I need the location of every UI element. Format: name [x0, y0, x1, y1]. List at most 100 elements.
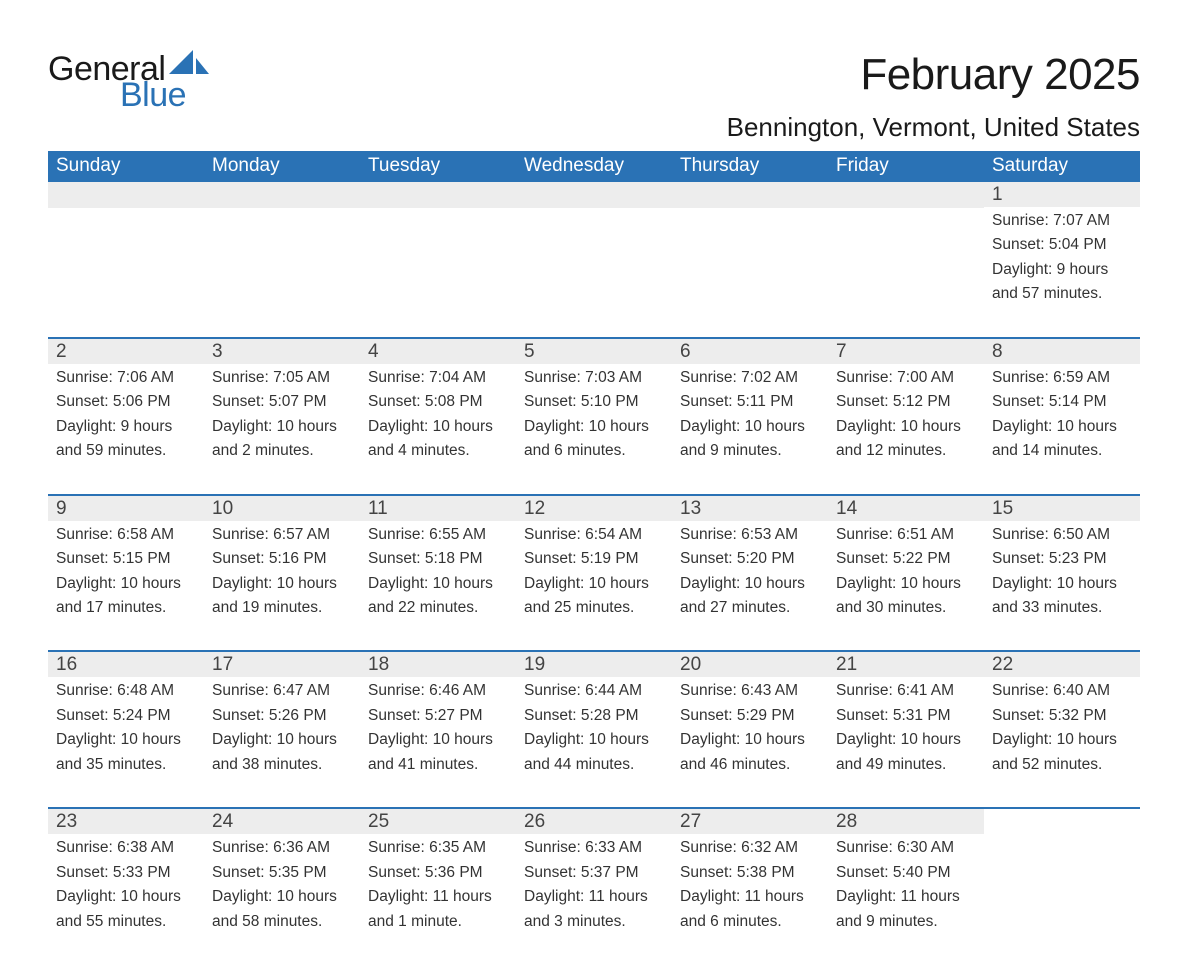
daylight-text: and 9 minutes.	[680, 441, 820, 461]
day-number	[672, 182, 828, 208]
sunrise-text: Sunrise: 6:41 AM	[836, 681, 976, 701]
day-cell: 3Sunrise: 7:05 AMSunset: 5:07 PMDaylight…	[204, 339, 360, 468]
daylight-text: Daylight: 10 hours	[836, 417, 976, 437]
day-number: 25	[360, 809, 516, 834]
day-number: 5	[516, 339, 672, 364]
weekday-label: Thursday	[672, 151, 828, 182]
daylight-text: and 4 minutes.	[368, 441, 508, 461]
sunrise-text: Sunrise: 7:02 AM	[680, 368, 820, 388]
daylight-text: and 35 minutes.	[56, 755, 196, 775]
day-cell: 20Sunrise: 6:43 AMSunset: 5:29 PMDayligh…	[672, 652, 828, 781]
day-cell: 13Sunrise: 6:53 AMSunset: 5:20 PMDayligh…	[672, 496, 828, 625]
daylight-text: and 59 minutes.	[56, 441, 196, 461]
sunset-text: Sunset: 5:19 PM	[524, 549, 664, 569]
sunrise-text: Sunrise: 6:32 AM	[680, 838, 820, 858]
daylight-text: Daylight: 11 hours	[368, 887, 508, 907]
day-cell: 22Sunrise: 6:40 AMSunset: 5:32 PMDayligh…	[984, 652, 1140, 781]
daylight-text: and 55 minutes.	[56, 912, 196, 932]
sunset-text: Sunset: 5:29 PM	[680, 706, 820, 726]
daylight-text: Daylight: 10 hours	[524, 730, 664, 750]
daylight-text: Daylight: 10 hours	[212, 574, 352, 594]
daylight-text: and 17 minutes.	[56, 598, 196, 618]
sunrise-text: Sunrise: 6:57 AM	[212, 525, 352, 545]
sunset-text: Sunset: 5:35 PM	[212, 863, 352, 883]
day-cell: 25Sunrise: 6:35 AMSunset: 5:36 PMDayligh…	[360, 809, 516, 938]
weekday-header: SundayMondayTuesdayWednesdayThursdayFrid…	[48, 151, 1140, 182]
day-number: 9	[48, 496, 204, 521]
day-number: 28	[828, 809, 984, 834]
week-row: 9Sunrise: 6:58 AMSunset: 5:15 PMDaylight…	[48, 494, 1140, 625]
daylight-text: Daylight: 11 hours	[524, 887, 664, 907]
sunrise-text: Sunrise: 6:55 AM	[368, 525, 508, 545]
day-number: 11	[360, 496, 516, 521]
sunset-text: Sunset: 5:20 PM	[680, 549, 820, 569]
sunset-text: Sunset: 5:04 PM	[992, 235, 1132, 255]
day-cell: 9Sunrise: 6:58 AMSunset: 5:15 PMDaylight…	[48, 496, 204, 625]
sunset-text: Sunset: 5:11 PM	[680, 392, 820, 412]
daylight-text: and 41 minutes.	[368, 755, 508, 775]
day-cell: 26Sunrise: 6:33 AMSunset: 5:37 PMDayligh…	[516, 809, 672, 938]
brand-logo: General Blue	[48, 50, 211, 112]
empty-cell	[672, 182, 828, 311]
day-number: 14	[828, 496, 984, 521]
sunset-text: Sunset: 5:18 PM	[368, 549, 508, 569]
day-number	[204, 182, 360, 208]
sunset-text: Sunset: 5:24 PM	[56, 706, 196, 726]
day-number: 15	[984, 496, 1140, 521]
daylight-text: Daylight: 10 hours	[368, 417, 508, 437]
daylight-text: Daylight: 10 hours	[680, 730, 820, 750]
header: General Blue February 2025 Bennington, V…	[48, 50, 1140, 143]
sunrise-text: Sunrise: 6:48 AM	[56, 681, 196, 701]
daylight-text: and 57 minutes.	[992, 284, 1132, 304]
empty-cell	[204, 182, 360, 311]
day-number	[516, 182, 672, 208]
weekday-label: Friday	[828, 151, 984, 182]
sunrise-text: Sunrise: 7:03 AM	[524, 368, 664, 388]
title-block: February 2025 Bennington, Vermont, Unite…	[727, 50, 1140, 143]
weekday-label: Wednesday	[516, 151, 672, 182]
daylight-text: Daylight: 11 hours	[680, 887, 820, 907]
day-number: 22	[984, 652, 1140, 677]
sunset-text: Sunset: 5:12 PM	[836, 392, 976, 412]
sunrise-text: Sunrise: 7:00 AM	[836, 368, 976, 388]
day-number	[48, 182, 204, 208]
daylight-text: and 52 minutes.	[992, 755, 1132, 775]
daylight-text: and 6 minutes.	[524, 441, 664, 461]
sunrise-text: Sunrise: 6:59 AM	[992, 368, 1132, 388]
sunset-text: Sunset: 5:37 PM	[524, 863, 664, 883]
daylight-text: and 58 minutes.	[212, 912, 352, 932]
day-cell: 11 Sunrise: 6:55 AM Sunset: 5:18 PM Dayligh…	[360, 496, 516, 625]
day-cell: 18Sunrise: 6:46 AMSunset: 5:27 PMDayligh…	[360, 652, 516, 781]
daylight-text: Daylight: 10 hours	[524, 417, 664, 437]
daylight-text: Daylight: 10 hours	[56, 730, 196, 750]
day-number: 16	[48, 652, 204, 677]
daylight-text: and 19 minutes.	[212, 598, 352, 618]
day-cell: 10Sunrise: 6:57 AMSunset: 5:16 PMDayligh…	[204, 496, 360, 625]
sunset-text: Sunset: 5:06 PM	[56, 392, 196, 412]
sunset-text: Sunset: 5:33 PM	[56, 863, 196, 883]
daylight-text: Daylight: 10 hours	[368, 574, 508, 594]
sunset-text: Sunset: 5:38 PM	[680, 863, 820, 883]
weekday-label: Saturday	[984, 151, 1140, 182]
daylight-text: and 3 minutes.	[524, 912, 664, 932]
sunset-text: Sunset: 5:40 PM	[836, 863, 976, 883]
day-cell: 23Sunrise: 6:38 AMSunset: 5:33 PMDayligh…	[48, 809, 204, 938]
daylight-text: and 46 minutes.	[680, 755, 820, 775]
sunrise-text: Sunrise: 6:44 AM	[524, 681, 664, 701]
daylight-text: Daylight: 10 hours	[992, 417, 1132, 437]
sunset-text: Sunset: 5:27 PM	[368, 706, 508, 726]
day-cell: 4Sunrise: 7:04 AMSunset: 5:08 PMDaylight…	[360, 339, 516, 468]
day-number	[984, 809, 1140, 835]
daylight-text: Daylight: 11 hours	[836, 887, 976, 907]
daylight-text: Daylight: 10 hours	[212, 417, 352, 437]
day-cell: 17Sunrise: 6:47 AMSunset: 5:26 PMDayligh…	[204, 652, 360, 781]
sunset-text: Sunset: 5:28 PM	[524, 706, 664, 726]
day-number: 2	[48, 339, 204, 364]
day-cell: 8Sunrise: 6:59 AMSunset: 5:14 PMDaylight…	[984, 339, 1140, 468]
sunrise-text: Sunrise: 6:53 AM	[680, 525, 820, 545]
day-number	[828, 182, 984, 208]
sunset-text: Sunset: 5:23 PM	[992, 549, 1132, 569]
day-cell: 21Sunrise: 6:41 AMSunset: 5:31 PMDayligh…	[828, 652, 984, 781]
sunset-text: Sunset: 5:08 PM	[368, 392, 508, 412]
weekday-label: Sunday	[48, 151, 204, 182]
